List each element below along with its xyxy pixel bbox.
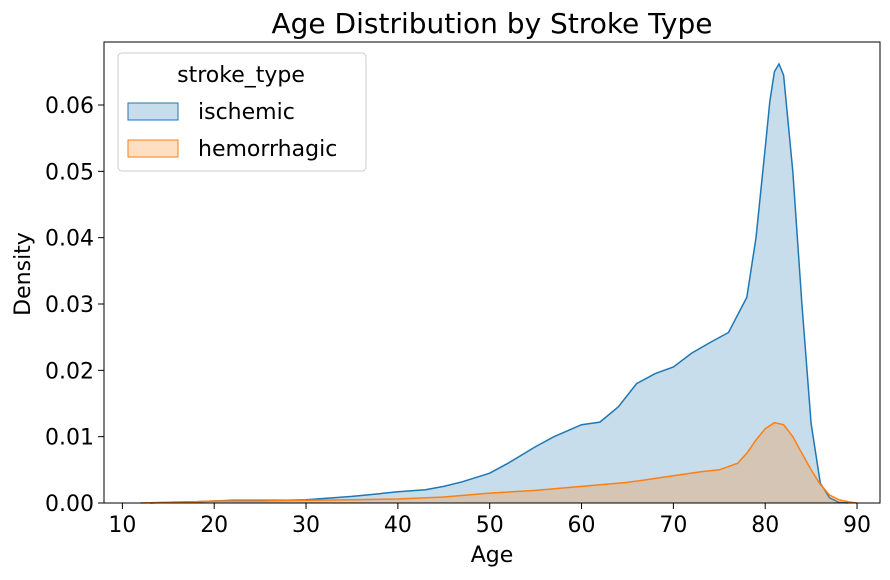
y-tick-label: 0.01 — [45, 426, 94, 451]
legend-label: hemorrhagic — [198, 137, 337, 162]
plot-frame — [103, 41, 881, 504]
plot-areas — [140, 62, 858, 504]
x-tick-label: 40 — [384, 513, 412, 538]
x-tick-label: 70 — [659, 513, 687, 538]
legend-box — [117, 52, 367, 172]
x-tick-label: 50 — [476, 513, 504, 538]
x-tick-label: 80 — [751, 513, 779, 538]
series-fill-hemorrhagic — [140, 422, 857, 503]
y-tick-label: 0.00 — [45, 492, 94, 517]
y-tick-label: 0.06 — [45, 94, 94, 119]
y-tick-label: 0.03 — [45, 293, 94, 318]
x-tick-label: 60 — [568, 513, 596, 538]
legend-item-hemorrhagic: hemorrhagic — [127, 137, 337, 162]
legend-label: ischemic — [198, 100, 295, 125]
legend: stroke_type ischemic hemorrhagic — [117, 52, 367, 172]
y-tick-label: 0.04 — [45, 227, 94, 252]
legend-swatch — [127, 139, 179, 158]
x-tick-label: 90 — [843, 513, 871, 538]
x-tick-label: 10 — [108, 513, 136, 538]
x-axis-label: Age — [471, 543, 514, 568]
series-line-hemorrhagic — [140, 421, 858, 504]
chart-title: Age Distribution by Stroke Type — [272, 7, 713, 40]
x-tick-label: 30 — [292, 513, 320, 538]
y-tick-label: 0.02 — [45, 359, 94, 384]
legend-entries: ischemic hemorrhagic — [127, 100, 337, 162]
legend-swatch — [127, 102, 179, 121]
x-tick-label: 20 — [200, 513, 228, 538]
series-fill-ischemic — [149, 63, 848, 504]
series-hemorrhagic — [140, 421, 858, 504]
y-axis-ticks: 0.00 0.01 0.02 0.03 0.04 0.05 0.06 — [45, 94, 104, 517]
legend-title: stroke_type — [177, 63, 305, 88]
legend-item-ischemic: ischemic — [127, 100, 295, 125]
y-tick-label: 0.05 — [45, 160, 94, 185]
x-axis-ticks: 10 20 30 40 50 60 70 80 90 — [108, 503, 871, 538]
y-axis-label: Density — [11, 232, 36, 316]
